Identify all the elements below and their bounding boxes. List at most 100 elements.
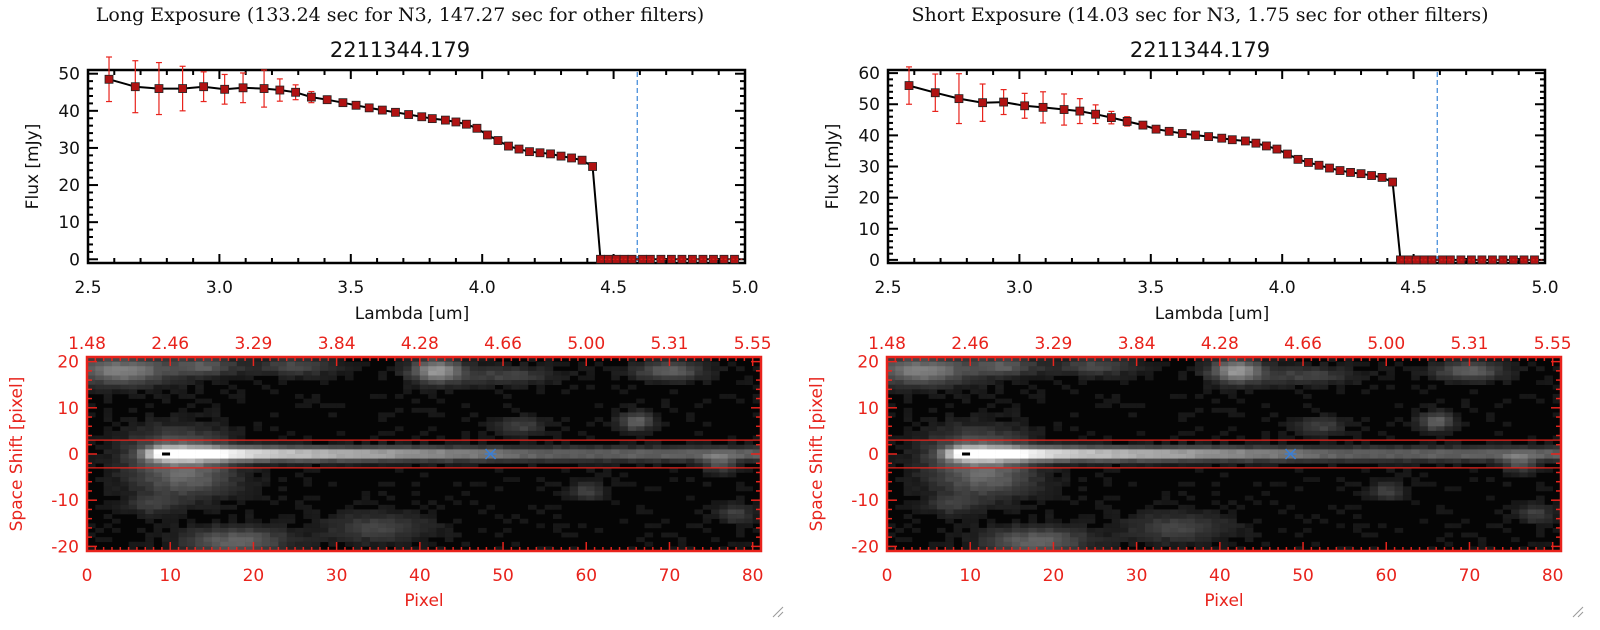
image-pixel xyxy=(1161,463,1171,469)
image-pixel xyxy=(677,357,687,362)
image-pixel xyxy=(153,527,163,533)
image-pixel xyxy=(136,426,146,432)
image-pixel xyxy=(1369,444,1379,450)
image-pixel xyxy=(945,518,954,524)
image-pixel xyxy=(1452,361,1462,367)
image-pixel xyxy=(128,472,138,478)
image-y-tick-label: -10 xyxy=(51,491,79,511)
x-tick-label: 3.5 xyxy=(1137,278,1164,298)
image-pixel xyxy=(1078,440,1087,446)
image-pixel xyxy=(1020,486,1029,492)
image-pixel xyxy=(128,481,138,487)
image-pixel xyxy=(1003,481,1013,487)
image-pixel xyxy=(1036,426,1046,432)
image-pixel xyxy=(1053,481,1063,487)
image-x-tick-label: 20 xyxy=(243,566,265,586)
image-pixel xyxy=(111,463,121,469)
image-pixel xyxy=(961,467,971,473)
image-pixel xyxy=(444,380,454,386)
image-pixel xyxy=(1286,435,1296,441)
image-pixel xyxy=(1028,384,1038,390)
image-pixel xyxy=(552,527,562,533)
image-pixel xyxy=(336,463,346,469)
image-pixel xyxy=(986,375,996,381)
image-pixel xyxy=(170,417,179,422)
image-pixel xyxy=(970,440,979,446)
image-pixel xyxy=(1228,357,1237,362)
image-pixel xyxy=(178,421,188,427)
image-pixel xyxy=(1003,407,1013,413)
image-pixel xyxy=(1086,370,1096,376)
image-pixel xyxy=(920,463,929,469)
image-pixel xyxy=(1136,361,1146,367)
top-axis-wavelength-label: 4.28 xyxy=(401,334,439,354)
image-pixel xyxy=(1095,546,1104,552)
image-pixel xyxy=(469,458,479,464)
image-pixel xyxy=(536,509,545,515)
image-pixel xyxy=(486,421,496,427)
image-pixel xyxy=(1169,518,1179,524)
data-point xyxy=(1314,160,1324,170)
image-pixel xyxy=(511,458,520,464)
image-pixel xyxy=(1486,444,1495,450)
image-pixel xyxy=(602,421,612,427)
image-pixel xyxy=(1203,384,1212,390)
image-pixel xyxy=(694,523,704,529)
image-pixel xyxy=(161,393,171,399)
image-pixel xyxy=(719,514,729,519)
image-pixel xyxy=(1045,366,1054,372)
image-pixel xyxy=(970,537,979,543)
image-pixel xyxy=(1086,546,1096,552)
image-pixel xyxy=(1228,412,1237,418)
image-pixel xyxy=(494,449,504,455)
image-pixel xyxy=(170,486,179,492)
image-pixel xyxy=(887,357,896,362)
image-pixel xyxy=(178,481,188,487)
image-pixel xyxy=(1095,375,1104,381)
image-pixel xyxy=(128,495,138,501)
image-pixel xyxy=(711,500,720,506)
image-pixel xyxy=(1394,449,1404,455)
image-pixel xyxy=(245,370,254,376)
image-pixel xyxy=(153,490,163,496)
image-pixel xyxy=(1253,444,1262,450)
image-pixel xyxy=(895,504,904,510)
image-pixel xyxy=(211,463,221,469)
image-pixel xyxy=(186,537,196,543)
image-pixel xyxy=(644,449,654,455)
image-pixel xyxy=(1186,518,1196,524)
image-pixel xyxy=(1486,366,1495,372)
image-pixel xyxy=(261,527,271,533)
image-pixel xyxy=(444,523,454,529)
image-pixel xyxy=(1103,440,1112,446)
image-pixel xyxy=(295,463,304,469)
flux-line xyxy=(908,84,1535,261)
image-pixel xyxy=(1119,518,1129,524)
image-pixel xyxy=(153,444,163,450)
image-pixel xyxy=(1103,366,1112,372)
image-pixel xyxy=(1477,370,1487,376)
image-pixel xyxy=(1519,454,1529,459)
image-pixel xyxy=(1527,444,1537,450)
image-pixel xyxy=(178,357,188,362)
image-pixel xyxy=(178,380,188,386)
image-pixel xyxy=(586,495,595,501)
image-pixel xyxy=(378,449,387,455)
image-pixel xyxy=(195,486,204,492)
image-pixel xyxy=(903,449,913,455)
image-pixel xyxy=(361,500,371,506)
image-pixel xyxy=(1427,481,1437,487)
image-pixel xyxy=(103,370,113,376)
image-pixel xyxy=(644,366,654,372)
image-pixel xyxy=(1352,504,1362,510)
image-pixel xyxy=(1194,458,1204,464)
image-pixel xyxy=(1053,370,1063,376)
image-pixel xyxy=(1011,380,1021,386)
image-pixel xyxy=(970,458,979,464)
image-pixel xyxy=(978,449,988,455)
image-pixel xyxy=(1477,361,1487,367)
image-pixel xyxy=(1527,361,1537,367)
image-pixel xyxy=(1253,440,1262,446)
image-pixel xyxy=(295,532,304,538)
image-pixel xyxy=(669,449,679,455)
